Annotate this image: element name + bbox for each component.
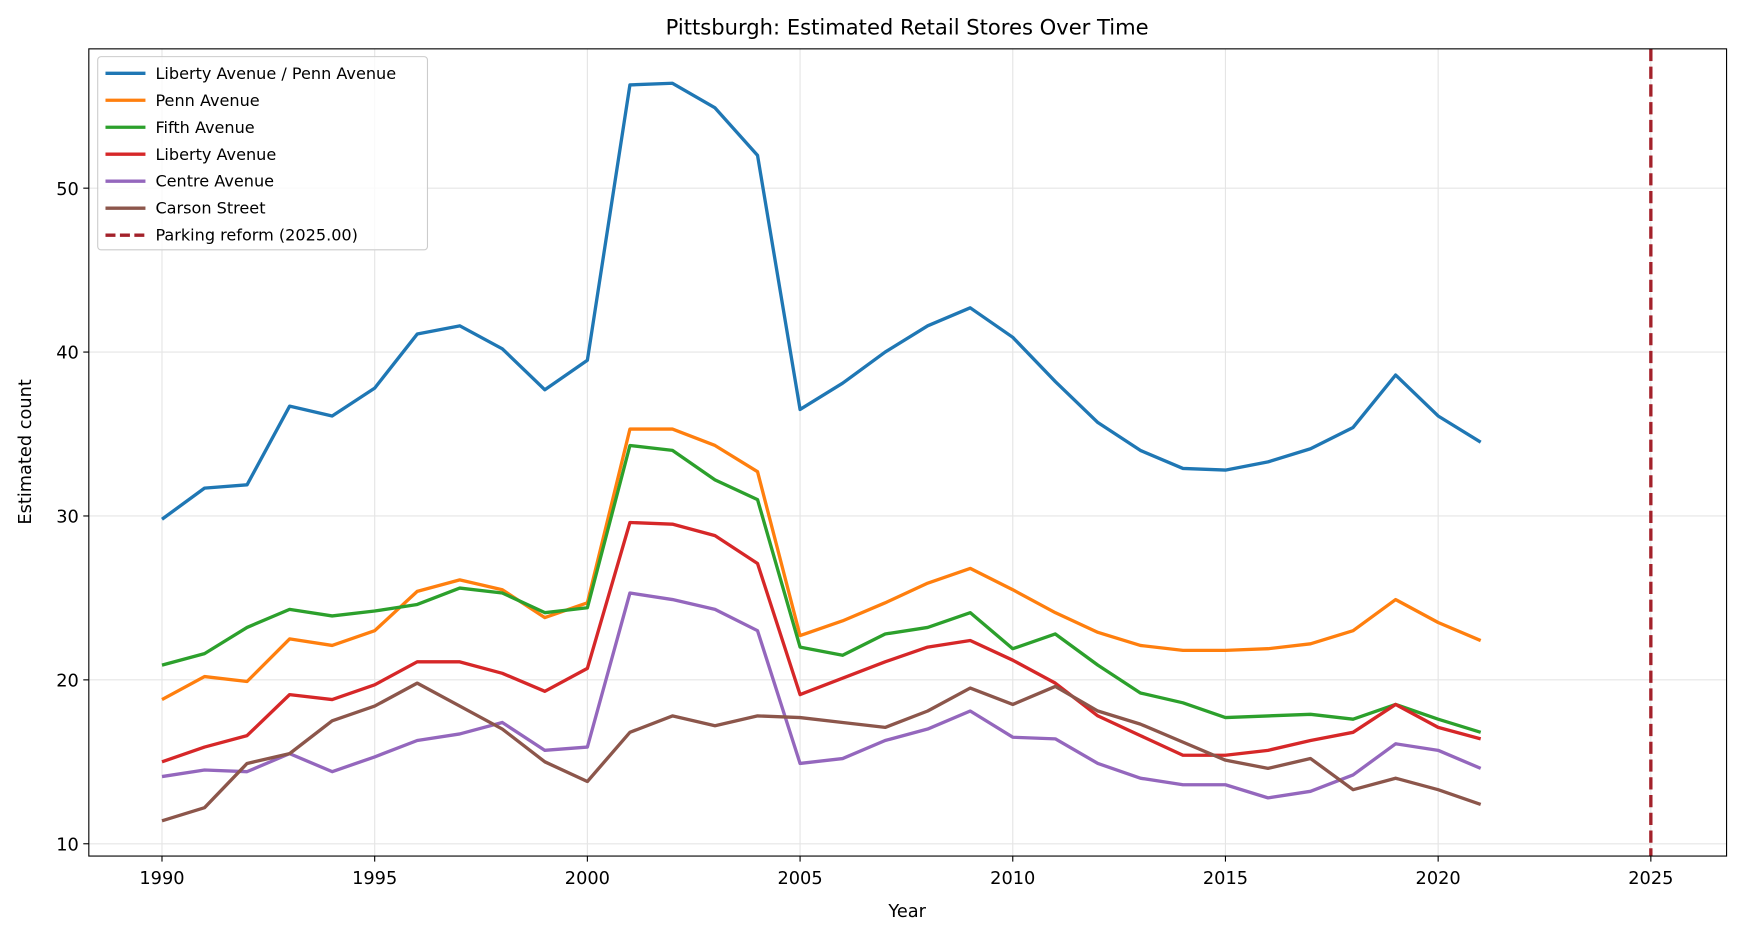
series-line-liberty-avenue-penn-avenue [161, 81, 1482, 521]
legend-label: Parking reform (2025.00) [155, 226, 358, 245]
x-tick-label: 1995 [352, 869, 397, 889]
legend-item: Fifth Avenue [105, 118, 255, 137]
x-tick-label: 2015 [1203, 869, 1248, 889]
y-tick-label: 20 [56, 672, 79, 692]
legend-label: Centre Avenue [155, 172, 274, 191]
x-tick-label: 2025 [1628, 869, 1673, 889]
legend-item: Parking reform (2025.00) [105, 226, 358, 245]
series-line-liberty-avenue [161, 520, 1482, 764]
legend-item: Liberty Avenue [105, 145, 276, 164]
legend-item: Centre Avenue [105, 172, 274, 191]
x-axis-label: Year [887, 902, 926, 922]
series-line-centre-avenue [161, 591, 1482, 800]
legend-label: Liberty Avenue / Penn Avenue [155, 64, 396, 83]
grid [88, 48, 1727, 857]
series-line-penn-avenue [161, 427, 1482, 701]
chart-title: Pittsburgh: Estimated Retail Stores Over… [666, 14, 1149, 39]
y-tick-label: 50 [56, 180, 79, 200]
x-tick-label: 2000 [565, 869, 610, 889]
series-line-carson-street [161, 681, 1482, 823]
legend-label: Penn Avenue [155, 91, 259, 110]
series-line-fifth-avenue [161, 443, 1482, 734]
y-axis-label: Estimated count [16, 379, 36, 524]
y-tick-label: 10 [56, 835, 79, 855]
x-tick-label: 2005 [777, 869, 822, 889]
y-tick-label: 40 [56, 344, 79, 364]
legend-label: Fifth Avenue [155, 118, 254, 137]
y-tick-label: 30 [56, 508, 79, 528]
axes-frame [88, 48, 1728, 857]
x-tick-label: 1990 [139, 869, 184, 889]
legend-item: Liberty Avenue / Penn Avenue [105, 64, 396, 83]
legend-box [97, 56, 429, 251]
legend: Liberty Avenue / Penn Avenue Penn Avenue F… [97, 56, 429, 251]
x-tick-label: 2010 [990, 869, 1035, 889]
y-axis-ticks: 10 20 30 40 50 [56, 180, 89, 855]
legend-item: Penn Avenue [105, 91, 260, 110]
plot-lines [161, 48, 1653, 857]
x-tick-label: 2020 [1416, 869, 1461, 889]
x-axis-ticks: 1990 1995 2000 2005 2010 2015 2020 2025 [139, 856, 1673, 889]
legend-item: Carson Street [105, 199, 266, 218]
legend-label: Liberty Avenue [155, 145, 276, 164]
legend-label: Carson Street [155, 199, 265, 218]
